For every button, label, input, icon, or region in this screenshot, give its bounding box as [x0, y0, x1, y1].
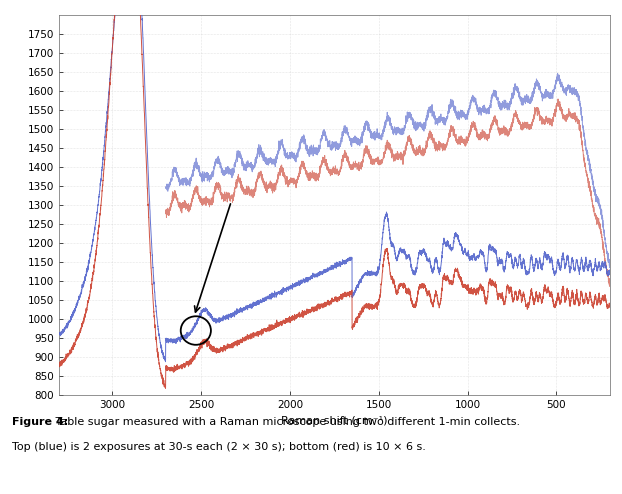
Text: Figure 4:: Figure 4: [12, 417, 68, 427]
Text: Table sugar measured with a Raman microscope using two different 1-min collects.: Table sugar measured with a Raman micros… [52, 417, 521, 427]
X-axis label: Raman shift (cm⁻¹): Raman shift (cm⁻¹) [281, 415, 388, 426]
Text: Top (blue) is 2 exposures at 30-s each (2 × 30 s); bottom (red) is 10 × 6 s.: Top (blue) is 2 exposures at 30-s each (… [12, 442, 426, 452]
